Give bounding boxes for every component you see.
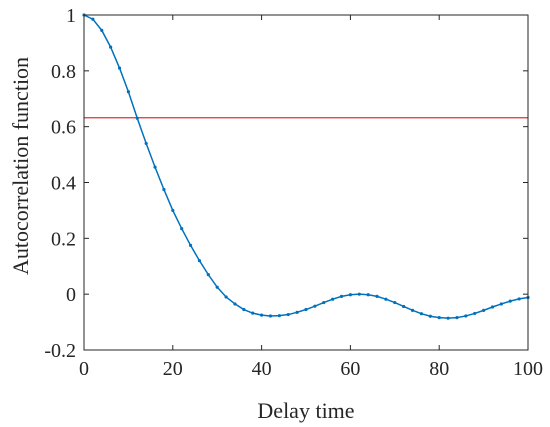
data-point [277, 314, 281, 318]
y-tick-label: 0.8 [51, 61, 76, 83]
data-point [322, 300, 326, 305]
data-point [428, 314, 432, 318]
data-point [339, 294, 344, 298]
data-point [126, 90, 130, 94]
data-point [233, 302, 237, 306]
x-axis-title: Delay time [257, 398, 354, 423]
data-point [100, 28, 104, 32]
y-tick-label: 0.6 [51, 117, 76, 139]
data-point [393, 300, 397, 305]
tick-labels: 0 20 40 60 80 100-0.200.20.40.60.81 [44, 5, 543, 380]
y-axis-title: Autocorrelation function [8, 57, 33, 275]
data-point [171, 208, 175, 213]
data-point [224, 295, 228, 299]
data-point [384, 297, 388, 301]
x-tick-label: 40 [252, 358, 272, 380]
data-point [348, 293, 352, 297]
y-tick-label: 0 [66, 284, 76, 306]
x-tick-label: 100 [513, 358, 543, 380]
data-point [295, 310, 299, 314]
data-point [286, 312, 290, 317]
data-point [180, 226, 184, 231]
data-point [215, 285, 219, 289]
data-point [499, 302, 503, 306]
y-tick-label: 0.2 [51, 228, 76, 250]
data-point [188, 243, 193, 247]
data-point [366, 293, 370, 297]
data-point [437, 316, 441, 320]
x-tick-label: 0 [79, 358, 89, 380]
data-point [517, 297, 521, 301]
data-point [402, 304, 406, 309]
y-tick-label: 1 [66, 5, 76, 27]
data-point [109, 45, 113, 49]
data-point [242, 307, 246, 312]
data-point [91, 17, 95, 21]
data-point [455, 316, 459, 320]
x-tick-label: 80 [429, 358, 449, 380]
axes-box [83, 14, 529, 351]
axes [83, 14, 529, 351]
data-point [482, 308, 486, 312]
data-point [473, 311, 477, 316]
data-point [117, 66, 122, 70]
plot-area [82, 13, 530, 320]
data-point [251, 311, 255, 315]
x-tick-label: 20 [163, 358, 183, 380]
data-point [135, 116, 139, 120]
data-point [304, 307, 308, 312]
data-point [197, 259, 202, 263]
data-point [268, 314, 273, 318]
data-point [313, 304, 317, 308]
data-point [419, 312, 424, 316]
data-point [206, 273, 210, 277]
data-point [162, 187, 166, 192]
data-point [153, 165, 157, 169]
data-point [446, 316, 450, 320]
data-point [260, 313, 264, 317]
data-point [375, 294, 379, 298]
x-tick-label: 60 [340, 358, 360, 380]
data-point [490, 305, 495, 309]
data-point [144, 141, 148, 146]
y-tick-label: 0.4 [51, 173, 76, 195]
series-line [83, 14, 529, 319]
y-tick-label: -0.2 [44, 340, 76, 362]
data-point [508, 299, 512, 303]
data-point [464, 314, 468, 318]
data-point [331, 297, 335, 301]
data-point [357, 292, 361, 296]
data-point [410, 308, 415, 312]
